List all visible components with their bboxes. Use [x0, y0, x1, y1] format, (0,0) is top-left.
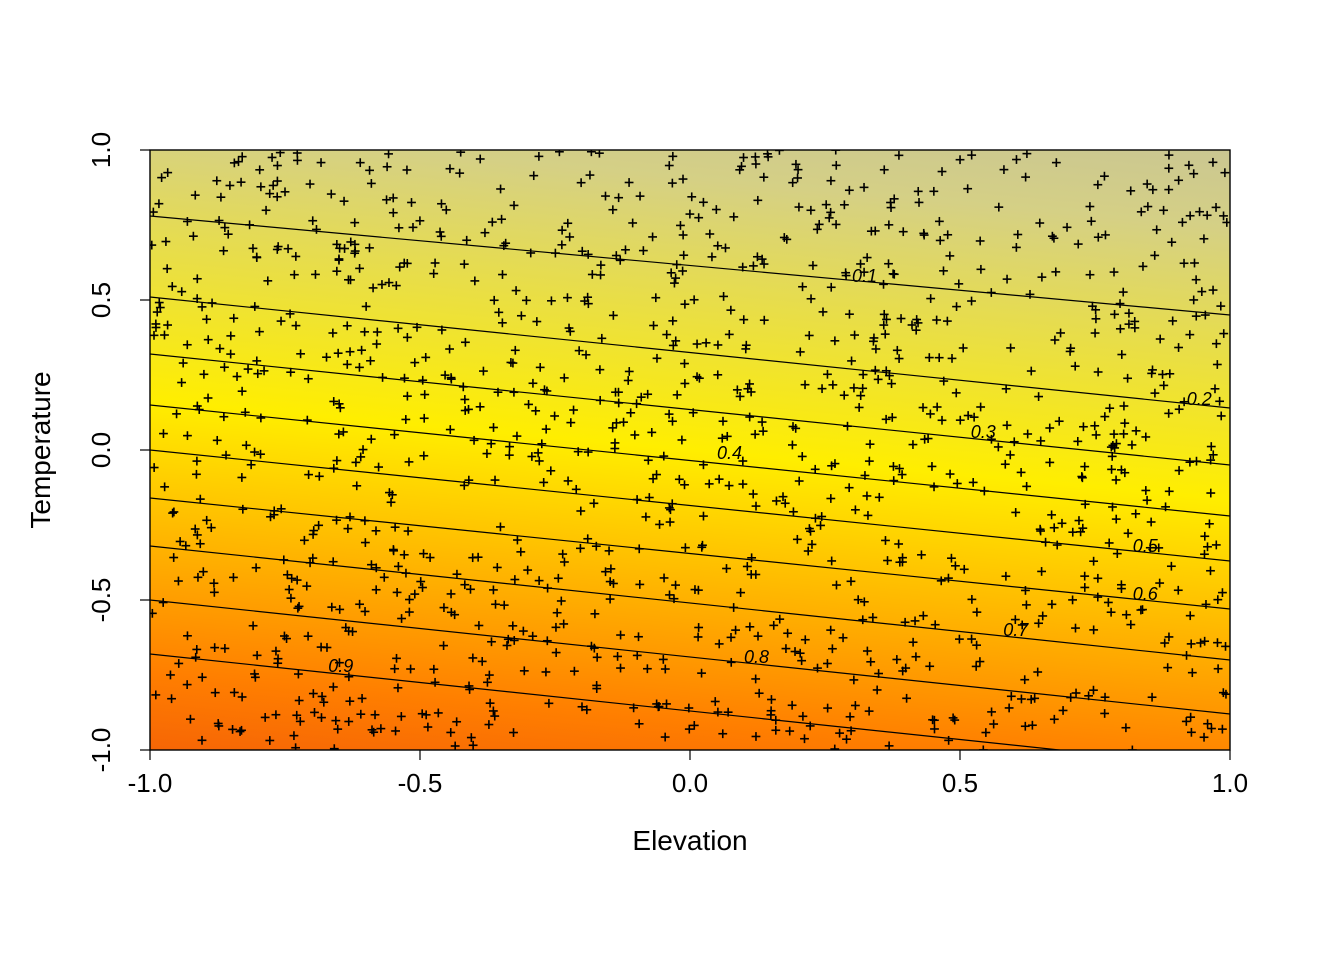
- contour-scatter-plot: 0.1 0.2 0.3 0.4 0.5 0.6 0.7 0.8 0.9 -1.0 -0.5 0.0 0.…: [0, 0, 1344, 960]
- contour-label: 0.8: [744, 647, 769, 667]
- contour-label: 0.9: [328, 656, 353, 676]
- contour-label: 0.2: [1187, 389, 1212, 409]
- y-tick-label: 0.0: [86, 432, 116, 468]
- x-tick-label: -1.0: [128, 768, 173, 798]
- x-axis-label: Elevation: [632, 825, 747, 856]
- x-tick-label: 0.0: [672, 768, 708, 798]
- y-tick-label: -0.5: [86, 578, 116, 623]
- contour-label: 0.6: [1133, 584, 1159, 604]
- y-tick-label: 0.5: [86, 282, 116, 318]
- x-tick-label: 1.0: [1212, 768, 1248, 798]
- y-axis-label: Temperature: [25, 371, 56, 528]
- contour-label: 0.4: [717, 443, 742, 463]
- y-tick-label: -1.0: [86, 728, 116, 773]
- y-tick-label: 1.0: [86, 132, 116, 168]
- heatmap-background: [0, 0, 1344, 960]
- contour-label: 0.5: [1133, 536, 1159, 556]
- contour-label: 0.1: [852, 266, 877, 286]
- contour-label: 0.3: [971, 422, 996, 442]
- x-tick-label: -0.5: [398, 768, 443, 798]
- chart-container: 0.1 0.2 0.3 0.4 0.5 0.6 0.7 0.8 0.9 -1.0 -0.5 0.0 0.…: [0, 0, 1344, 960]
- contour-label: 0.7: [1003, 620, 1029, 640]
- x-tick-label: 0.5: [942, 768, 978, 798]
